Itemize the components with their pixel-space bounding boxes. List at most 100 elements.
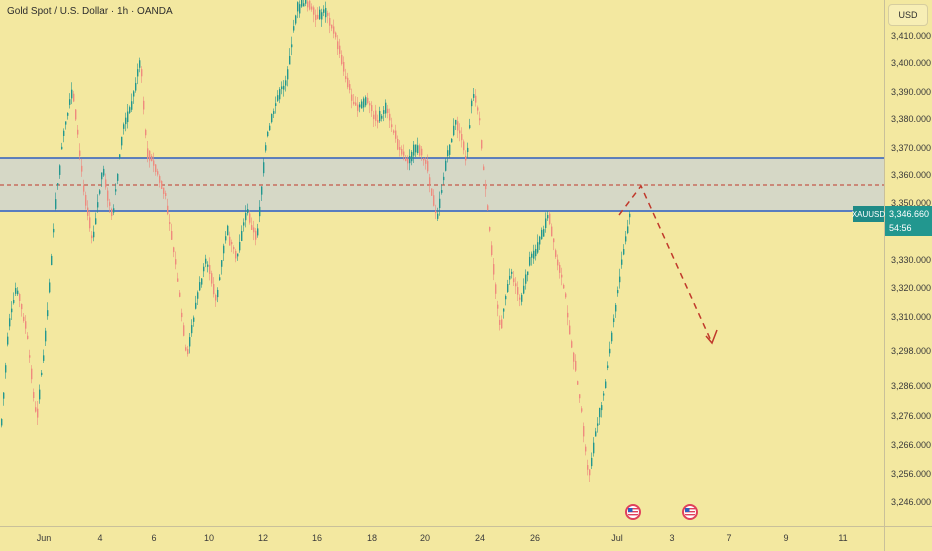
candle (11, 308, 13, 313)
candle (27, 335, 29, 339)
candle (423, 158, 425, 161)
candle (533, 250, 535, 259)
candle (441, 190, 443, 193)
candle (241, 231, 243, 241)
candle (447, 150, 449, 156)
chart-pane[interactable]: Gold Spot / U.S. Dollar · 1h · OANDA (0, 0, 884, 526)
candle (65, 121, 67, 125)
candle (485, 184, 487, 190)
candle (323, 9, 325, 13)
candle (413, 144, 415, 156)
price-axis[interactable]: 3,410.000 3,400.000 3,390.000 3,380.000 3,37… (884, 0, 932, 526)
candle (117, 173, 119, 181)
candle (371, 105, 373, 112)
candle (77, 129, 79, 135)
candle (509, 275, 511, 280)
candle (215, 295, 217, 301)
candle (557, 259, 559, 266)
candle (357, 104, 359, 111)
candle (541, 229, 543, 240)
candle (529, 256, 531, 266)
candle (29, 355, 31, 358)
candle (13, 299, 15, 304)
candle (479, 118, 481, 121)
candle (451, 138, 453, 143)
candle (333, 26, 335, 34)
candle (43, 355, 45, 361)
candle (17, 290, 19, 295)
candle (445, 160, 447, 171)
price-chart[interactable] (0, 0, 884, 526)
candle (547, 215, 549, 219)
candle (345, 76, 347, 80)
projection-arrow[interactable] (618, 184, 718, 345)
candle (539, 236, 541, 245)
symbol-title[interactable]: Gold Spot / U.S. Dollar · 1h · OANDA (7, 6, 173, 17)
candle (343, 61, 345, 72)
candle (463, 141, 465, 151)
candle (149, 150, 151, 161)
candle (339, 45, 341, 54)
candle (249, 213, 251, 223)
candle (99, 190, 101, 194)
candle (507, 284, 509, 292)
candle (581, 408, 583, 412)
candle (299, 4, 301, 14)
candle (239, 241, 241, 251)
candle (405, 157, 407, 162)
candle (611, 332, 613, 342)
candle (519, 297, 521, 300)
candle (47, 310, 49, 317)
candle (1, 419, 3, 426)
candle (107, 190, 109, 201)
candle (83, 185, 85, 192)
us-flag-event-icon[interactable] (682, 504, 698, 520)
candle (475, 95, 477, 103)
candle (401, 148, 403, 155)
candle (415, 144, 417, 153)
candle (157, 171, 159, 175)
candle (237, 253, 239, 257)
candle (193, 317, 195, 322)
candle (599, 407, 601, 418)
time-axis[interactable]: Jun 4 6 10 12 16 18 20 24 26 Jul 3 7 9 11 (0, 526, 884, 551)
candle (589, 469, 591, 476)
candle (481, 140, 483, 149)
candle (39, 389, 41, 400)
last-price-tag: 3,346.660 54:56 (885, 206, 932, 236)
time-tick-label: 7 (726, 533, 732, 543)
candle (269, 125, 271, 131)
candle (203, 266, 205, 272)
candle (499, 319, 501, 325)
candle (41, 372, 43, 376)
candle (147, 148, 149, 159)
candle (31, 368, 33, 380)
candle (267, 131, 269, 137)
time-tick-label: Jun (36, 533, 52, 543)
candle (341, 54, 343, 65)
candle (629, 213, 631, 218)
us-flag-event-icon[interactable] (625, 504, 641, 520)
candle (393, 130, 395, 133)
currency-button[interactable]: USD (888, 4, 928, 26)
price-tick-label: 3,256.000 (891, 469, 932, 479)
candle (365, 97, 367, 106)
candle (183, 325, 185, 336)
candle (565, 293, 567, 298)
candle (473, 94, 475, 98)
candle (329, 17, 331, 26)
candle (477, 107, 479, 111)
candle (579, 394, 581, 399)
candle (213, 284, 215, 295)
candle (145, 129, 147, 136)
candle (251, 225, 253, 230)
candle (247, 209, 249, 214)
candle (175, 259, 177, 265)
candle (577, 381, 579, 385)
time-tick-label: 11 (838, 533, 848, 543)
candle (217, 289, 219, 298)
last-price: 3,346.660 (889, 209, 930, 219)
candle (297, 2, 299, 12)
axis-corner (884, 526, 932, 551)
candle (201, 278, 203, 285)
